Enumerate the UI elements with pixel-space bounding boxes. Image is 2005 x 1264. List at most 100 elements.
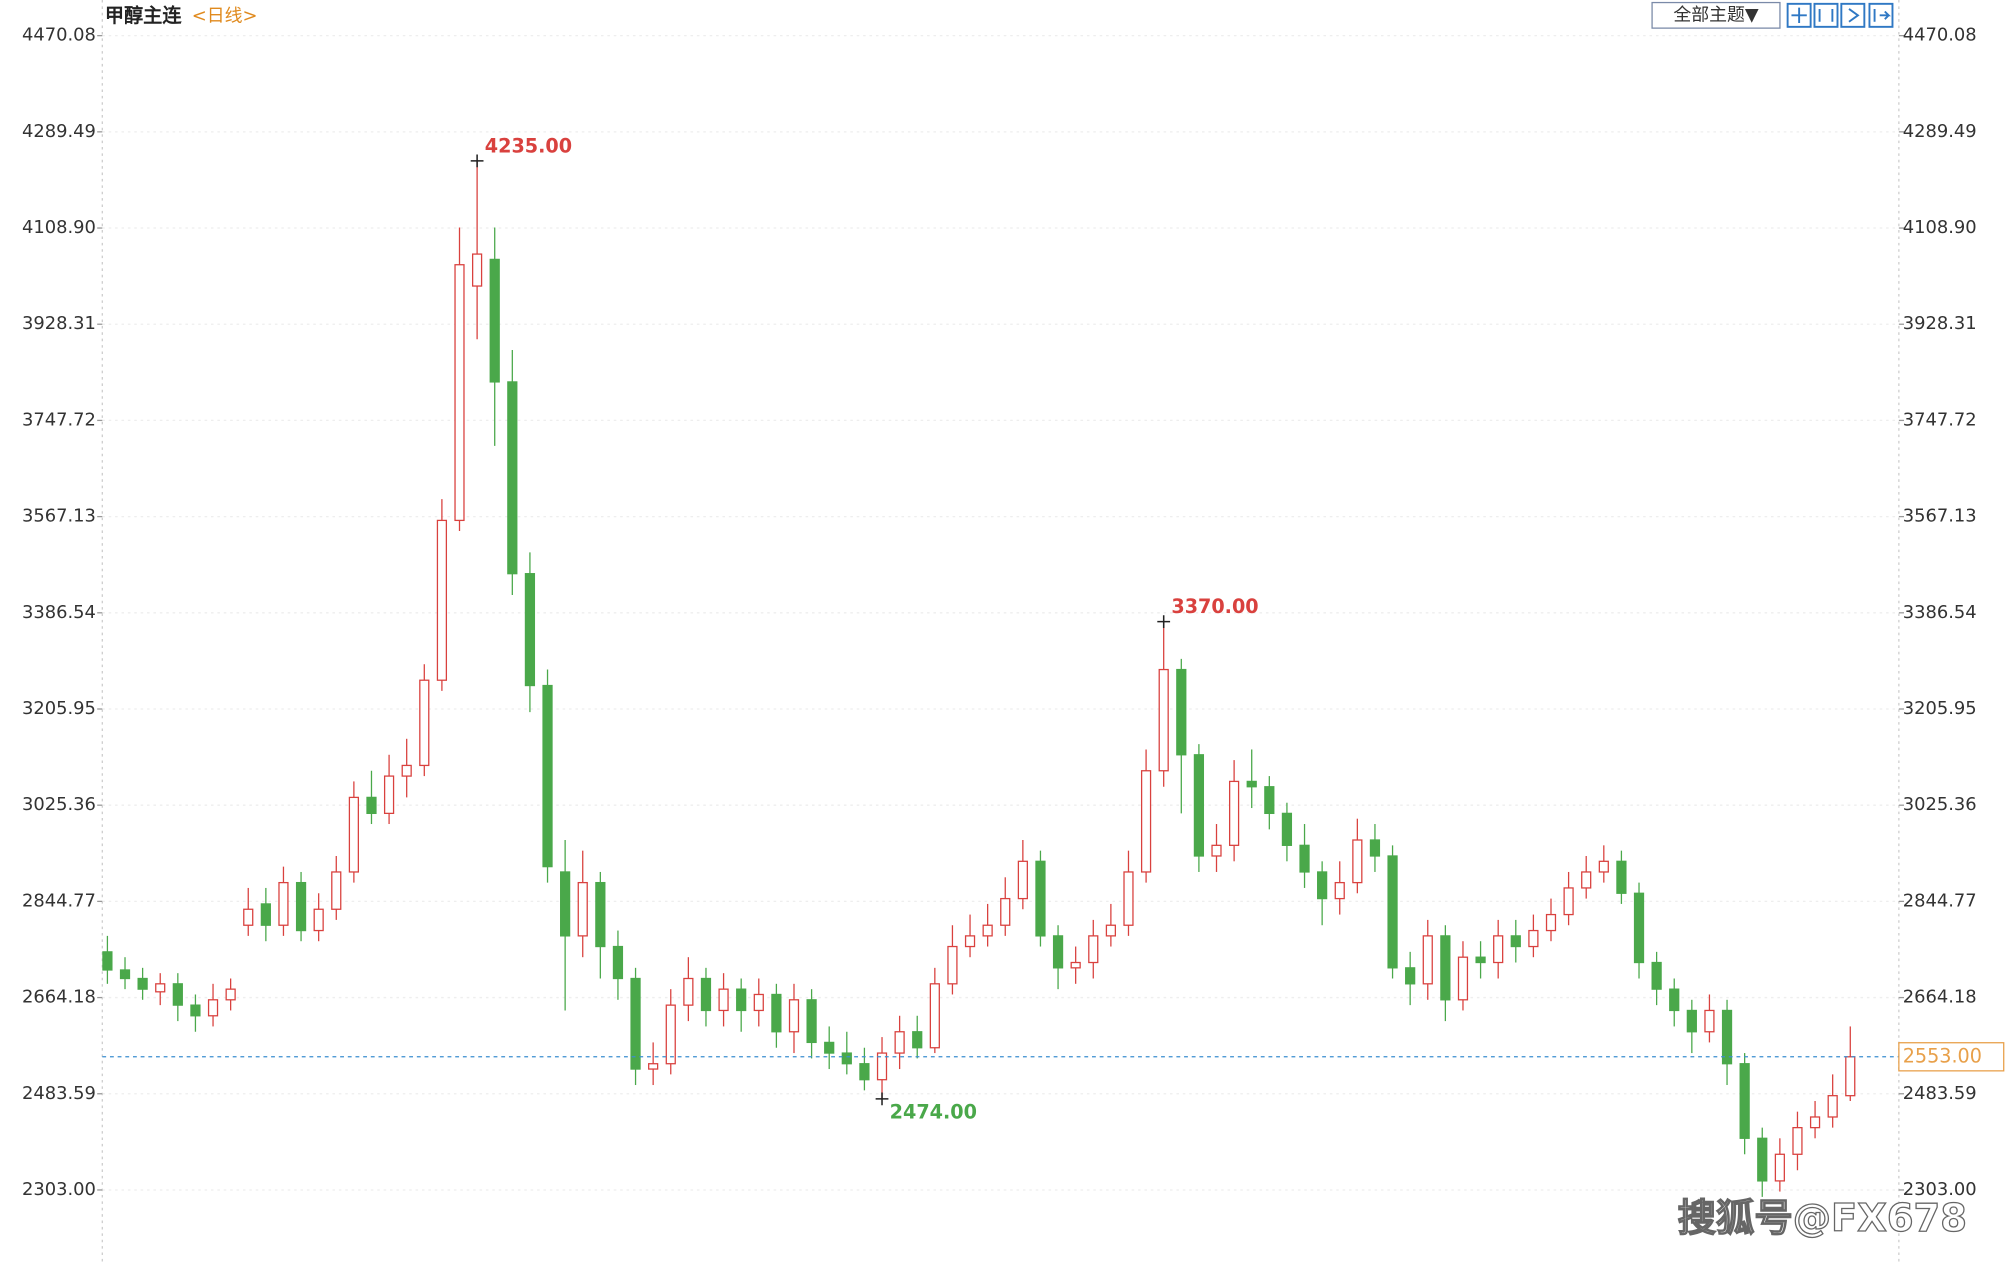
candle-body — [1440, 935, 1451, 1001]
candle-body — [225, 988, 236, 1001]
candle-body — [824, 1041, 835, 1054]
chart-title: 甲醇主连 — [105, 4, 182, 27]
candle-body — [876, 1052, 888, 1081]
candle-body — [1792, 1127, 1803, 1155]
candle-body — [331, 871, 342, 910]
candle-body — [1228, 780, 1240, 846]
candle-body — [471, 253, 483, 287]
candle-body — [1422, 935, 1433, 985]
candle-body — [1704, 1009, 1715, 1033]
candle-body — [894, 1031, 905, 1054]
candle-body — [383, 775, 395, 815]
candle-body — [1035, 860, 1046, 937]
candle-body — [1299, 844, 1310, 873]
candle-body — [1721, 1009, 1733, 1065]
candle-body — [1739, 1063, 1750, 1139]
candle-body — [436, 519, 448, 681]
candle-body — [841, 1052, 852, 1065]
candle-body — [1352, 839, 1363, 884]
topic-dropdown[interactable] — [1651, 1, 1781, 29]
candle-body — [929, 983, 940, 1049]
y2-tick-label: 2844.77 — [1903, 890, 1977, 911]
candle-body — [736, 988, 747, 1012]
candle-body — [612, 945, 624, 980]
candle-body — [1193, 754, 1205, 857]
y-tick-label: 3025.36 — [22, 794, 96, 815]
y2-tick-label: 3025.36 — [1903, 794, 1977, 815]
candle-body — [1070, 961, 1081, 969]
candle-body — [1528, 929, 1539, 948]
candle-body — [1633, 892, 1645, 964]
candle-body — [1369, 839, 1381, 857]
y-tick-label: 2844.77 — [22, 890, 96, 911]
y2-tick-label: 4470.08 — [1903, 25, 1977, 46]
y2-tick-label: 3386.54 — [1903, 602, 1977, 623]
candle-body — [1105, 924, 1116, 937]
candle-body — [982, 924, 993, 937]
icon-button[interactable] — [1786, 2, 1812, 28]
extreme-marker — [1157, 615, 1171, 629]
extreme-label: 3370.00 — [1171, 595, 1258, 618]
candle-body — [207, 999, 219, 1017]
candle-body — [753, 993, 764, 1012]
candle-body — [1669, 988, 1680, 1012]
period-label[interactable]: <日线> — [192, 6, 258, 27]
candle-body — [119, 969, 131, 980]
y-tick-label: 3747.72 — [22, 409, 96, 430]
candle-body — [1123, 871, 1134, 926]
candle-body — [278, 881, 289, 926]
candle-body — [1686, 1009, 1697, 1033]
y-tick-label: 4470.08 — [22, 25, 96, 46]
candle-body — [560, 871, 571, 937]
icon-button[interactable] — [1840, 2, 1866, 28]
candle-body — [454, 264, 465, 522]
candle-body — [806, 999, 817, 1044]
y-tick-label: 3567.13 — [22, 506, 96, 527]
candle-body — [1457, 956, 1469, 1001]
candle-body — [1616, 860, 1627, 894]
y-tick-label: 4108.90 — [22, 217, 96, 238]
candle-body — [419, 679, 430, 767]
y-tick-label: 4289.49 — [22, 121, 96, 142]
y-tick-label: 3386.54 — [22, 602, 96, 623]
y2-tick-label: 2483.59 — [1903, 1083, 1977, 1104]
extreme-marker — [875, 1092, 889, 1106]
candle-body — [665, 1004, 676, 1065]
y2-tick-label: 2664.18 — [1903, 987, 1977, 1008]
candle-body — [1563, 887, 1574, 916]
candle-body — [1317, 871, 1328, 900]
candle-body — [102, 951, 113, 971]
icon-glyphs — [1791, 7, 1891, 24]
icon-button[interactable] — [1813, 2, 1839, 28]
candle-body — [366, 796, 377, 815]
candle-body — [859, 1063, 870, 1081]
candle-body — [1000, 897, 1011, 926]
candle-body — [648, 1063, 659, 1070]
candle-body — [1757, 1137, 1768, 1182]
candle-body — [348, 796, 359, 873]
y-tick-label: 3928.31 — [22, 313, 96, 334]
candle-body — [771, 993, 782, 1033]
candle-body — [1088, 935, 1099, 964]
candle-body — [507, 381, 518, 575]
icon-button[interactable] — [1868, 2, 1894, 28]
candle-body — [1211, 844, 1222, 857]
candle-body — [1510, 935, 1521, 948]
candle-body — [718, 988, 729, 1012]
candle-body — [524, 573, 536, 687]
candle-body — [1598, 860, 1609, 873]
extreme-label: 2474.00 — [890, 1100, 977, 1123]
extreme-marker — [470, 154, 484, 168]
topic-dropdown-label[interactable]: 全部主题▼ — [1673, 4, 1759, 25]
y-tick-label: 2303.00 — [22, 1179, 96, 1200]
candle-body — [542, 684, 553, 868]
y2-tick-label: 3567.13 — [1903, 506, 1977, 527]
candle-body — [1827, 1095, 1838, 1118]
candle-body — [700, 977, 712, 1012]
candle-body — [1158, 668, 1169, 772]
candle-body — [1475, 956, 1486, 964]
y2-tick-label: 4108.90 — [1903, 217, 1977, 238]
y-tick-label: 3205.95 — [22, 698, 96, 719]
candle-body — [172, 983, 183, 1006]
